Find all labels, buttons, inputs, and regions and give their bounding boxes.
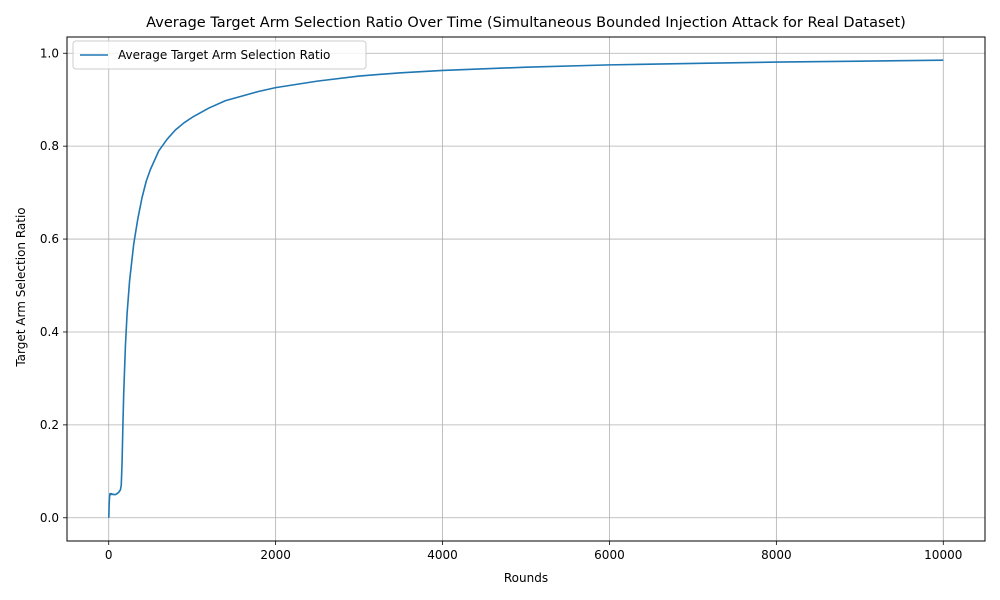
y-axis-title: Target Arm Selection Ratio [14, 207, 28, 367]
x-axis: 0 2000 4000 6000 8000 10000 [105, 541, 962, 562]
chart-title: Average Target Arm Selection Ratio Over … [146, 15, 906, 31]
plot-frame [66, 36, 986, 542]
y-tick-label: 0.8 [40, 139, 59, 153]
x-tick-label: 6000 [594, 548, 625, 562]
legend-box [72, 40, 367, 70]
x-tick-label: 4000 [427, 548, 458, 562]
y-axis: 0.0 0.2 0.4 0.6 0.8 1.0 [40, 46, 67, 525]
y-tick-label: 1.0 [40, 46, 59, 60]
y-tick-label: 0.4 [40, 325, 59, 339]
series-layer [108, 59, 944, 518]
x-tick-label: 2000 [260, 548, 291, 562]
x-tick-label: 0 [105, 548, 113, 562]
series-line [108, 59, 944, 518]
legend: Average Target Arm Selection Ratio [72, 40, 367, 70]
legend-label: Average Target Arm Selection Ratio [118, 48, 330, 62]
x-tick-label: 10000 [924, 548, 962, 562]
y-tick-label: 0.6 [40, 232, 59, 246]
y-tick-label: 0.0 [40, 511, 59, 525]
y-tick-label: 0.2 [40, 418, 59, 432]
x-axis-title: Rounds [504, 571, 548, 585]
x-tick-label: 8000 [761, 548, 792, 562]
